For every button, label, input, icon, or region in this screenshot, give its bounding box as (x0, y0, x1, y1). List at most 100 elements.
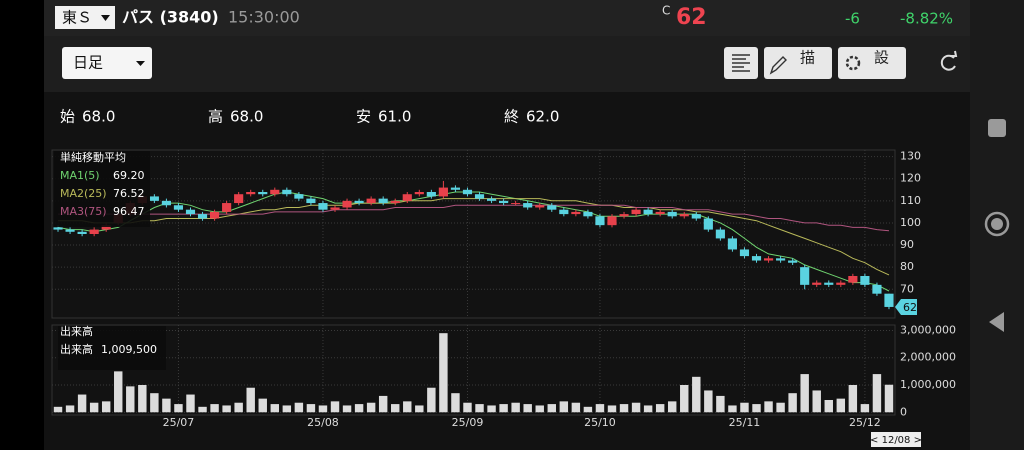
nav-home[interactable] (984, 211, 1010, 237)
volume-bar (704, 390, 713, 413)
volume-bar (535, 405, 544, 413)
volume-bar (162, 398, 171, 413)
volume-bar (378, 395, 388, 413)
candle-body (366, 198, 376, 204)
candle-body (751, 256, 762, 261)
volume-bar (306, 404, 316, 413)
price-tag-label: 62 (903, 301, 917, 314)
volume-legend: 出来高 (60, 342, 93, 356)
candle-body (390, 200, 400, 204)
volume-bar (403, 401, 412, 413)
volume-bar (872, 374, 882, 413)
candle-body (727, 238, 737, 250)
volume-bar (210, 404, 219, 413)
candle-body (438, 187, 448, 197)
candle-body (535, 205, 545, 208)
price-tag (895, 298, 917, 315)
ohlc-value: 61.0 (378, 108, 411, 126)
price-prefix: C (662, 4, 670, 18)
candle-body (824, 282, 834, 285)
legend-box (58, 326, 166, 370)
settings-button[interactable] (838, 47, 906, 79)
volume-bar (523, 404, 532, 413)
candle-body (872, 284, 882, 294)
candle-body (595, 216, 605, 226)
volume-bar (451, 393, 460, 413)
candle-body (643, 209, 653, 215)
volume-value: 1,009,500 (101, 343, 157, 356)
refresh-arrow (950, 50, 958, 57)
candle-body (679, 214, 689, 217)
list-icon (732, 54, 750, 72)
volume-bar (282, 405, 292, 413)
volume-bar (812, 390, 821, 413)
legend-entry: MA1(5) (60, 169, 100, 182)
candle-body (53, 227, 63, 230)
volume-bar (138, 385, 147, 413)
volume-bar (559, 401, 569, 413)
volume-bar (692, 376, 701, 413)
legend-entry: MA3(75) (60, 205, 107, 218)
volume-bar (631, 402, 641, 413)
settings-label: 設 (874, 49, 889, 67)
candle-body (294, 194, 304, 199)
draw-label: 描 (800, 49, 815, 67)
volume-bar (884, 384, 894, 413)
volume-bar (655, 404, 665, 413)
volume-bar (716, 395, 725, 413)
candle-body (788, 260, 798, 263)
volume-bar (848, 385, 858, 413)
ohlc-row: 始 68.0 高 68.0 安 61.0 終 62.0 (60, 108, 559, 126)
candle-body (800, 267, 810, 285)
dropdown-arrow (136, 61, 145, 66)
candle-body (739, 249, 750, 257)
ma-line (58, 204, 890, 232)
volume-bar (415, 405, 424, 413)
volume-bar (499, 404, 508, 413)
volume-bar (354, 404, 364, 413)
nav-back[interactable] (989, 312, 1004, 332)
volume-bar (836, 398, 846, 413)
volume-bar (463, 402, 472, 413)
volume-title: 出来高 (60, 324, 93, 338)
volume-bar (595, 404, 605, 413)
y-tick-label: 2,000,000 (900, 351, 956, 364)
candle-body (607, 216, 617, 226)
market-select[interactable] (55, 6, 115, 29)
x-tick-label: 25/11 (729, 416, 761, 429)
candle-body (812, 282, 822, 285)
dropdown-arrow (101, 15, 110, 21)
y-tick-label: 80 (900, 260, 914, 273)
volume-bar (800, 374, 809, 413)
y-tick-label: 0 (900, 405, 907, 418)
volume-bar (234, 402, 243, 413)
volume-bar (583, 406, 593, 413)
volume-bar (114, 371, 123, 413)
ma-line (58, 198, 890, 276)
nav-home-dot (991, 218, 1003, 230)
candle-body (414, 192, 424, 195)
draw-button[interactable] (764, 47, 832, 79)
nav-recent[interactable] (988, 119, 1006, 137)
volume-bar (728, 405, 737, 413)
volume-bar (776, 402, 785, 413)
volume-bar (619, 404, 629, 413)
volume-bar (198, 406, 207, 413)
volume-bar (318, 405, 328, 413)
change: -6 (845, 10, 860, 28)
price: 62 (676, 5, 707, 30)
y-tick-label: 90 (900, 238, 914, 251)
candle-body (402, 194, 412, 201)
ohlc-label: 始 (60, 108, 75, 126)
candle-body (559, 209, 569, 215)
ohlc-value: 62.0 (526, 108, 559, 126)
gear-icon (845, 55, 861, 71)
candle-body (210, 211, 220, 219)
x-tick-label: 25/10 (584, 416, 616, 429)
volume-bar (101, 401, 111, 413)
price-frame (51, 149, 896, 319)
candle-body (426, 192, 436, 197)
period-select[interactable] (62, 47, 152, 79)
candle-body (583, 211, 593, 217)
y-tick-label: 1,000,000 (900, 378, 956, 391)
